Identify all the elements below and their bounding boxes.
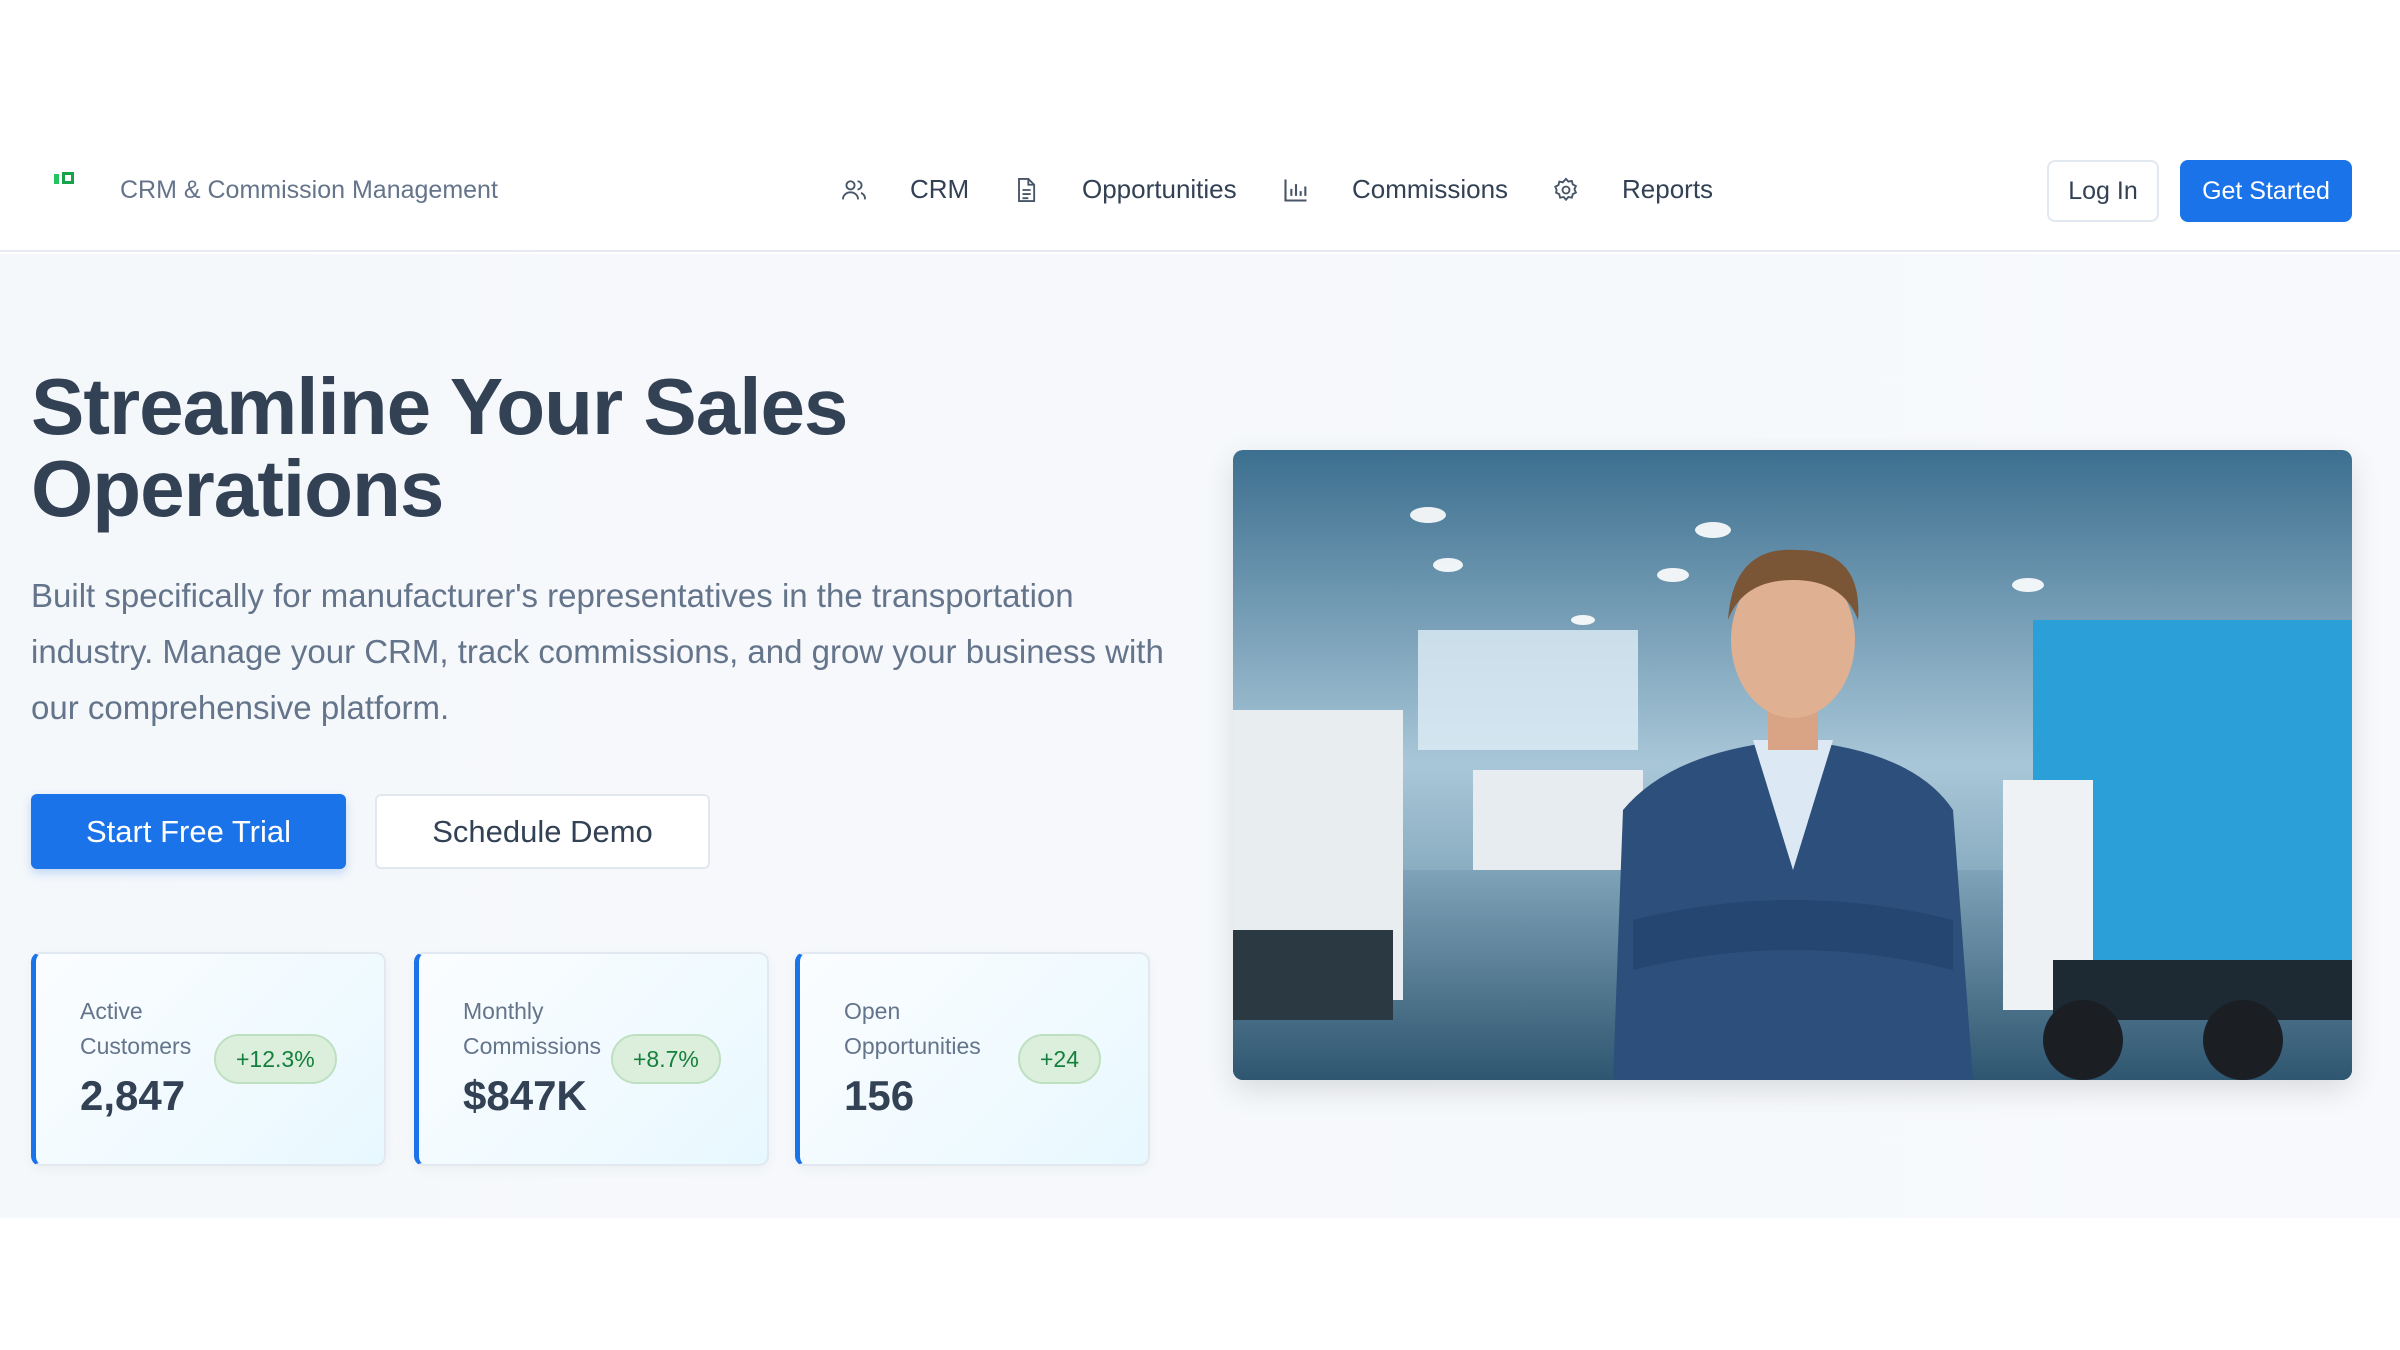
login-button[interactable]: Log In xyxy=(2047,160,2159,222)
stat-card-monthly-commissions: Monthly Commissions $847K +8.7% xyxy=(414,952,769,1166)
stat-card-active-customers: Active Customers 2,847 +12.3% xyxy=(31,952,386,1166)
document-icon xyxy=(1018,177,1036,202)
nav-commissions[interactable]: Commissions xyxy=(1282,174,1508,205)
stat-value: $847K xyxy=(463,1072,587,1119)
header: CRM & Commission Management CRM Opportun… xyxy=(0,0,2400,252)
warehouse-salesman-photo xyxy=(1233,450,2352,1080)
nav-reports[interactable]: Reports xyxy=(1552,174,1713,205)
nav-label: Opportunities xyxy=(1082,174,1237,204)
stat-change-badge: +8.7% xyxy=(611,1034,721,1084)
users-icon xyxy=(841,179,867,199)
stat-label: Active Customers xyxy=(80,998,192,1059)
get-started-button[interactable]: Get Started xyxy=(2180,160,2352,222)
stat-value: 2,847 xyxy=(80,1072,186,1119)
hero-image xyxy=(1233,450,2352,1080)
stat-change-badge: +24 xyxy=(1018,1034,1102,1084)
nav-label: Reports xyxy=(1622,174,1714,204)
hero-description: Built specifically for manufacturer's re… xyxy=(31,577,1164,726)
stat-label: Open Opportunities xyxy=(844,998,981,1059)
stat-value: 156 xyxy=(844,1072,915,1119)
bar-chart-icon xyxy=(1284,179,1307,202)
start-free-trial-button[interactable]: Start Free Trial xyxy=(31,794,346,869)
nav-opportunities[interactable]: Opportunities xyxy=(1012,174,1237,205)
nav-label: CRM xyxy=(910,174,970,204)
nav-crm[interactable]: CRM xyxy=(840,174,969,205)
stat-card-open-opportunities: Open Opportunities 156 +24 xyxy=(795,952,1150,1166)
gear-icon xyxy=(1554,177,1578,201)
stat-label: Monthly Commissions xyxy=(463,998,602,1059)
nav-label: Commissions xyxy=(1352,174,1509,204)
app-title: CRM & Commission Management xyxy=(120,176,498,204)
schedule-demo-button[interactable]: Schedule Demo xyxy=(375,794,710,869)
logo-icon xyxy=(54,172,74,184)
hero-title: Streamline Your Sales Operations xyxy=(31,362,848,533)
stat-change-badge: +12.3% xyxy=(214,1034,337,1084)
